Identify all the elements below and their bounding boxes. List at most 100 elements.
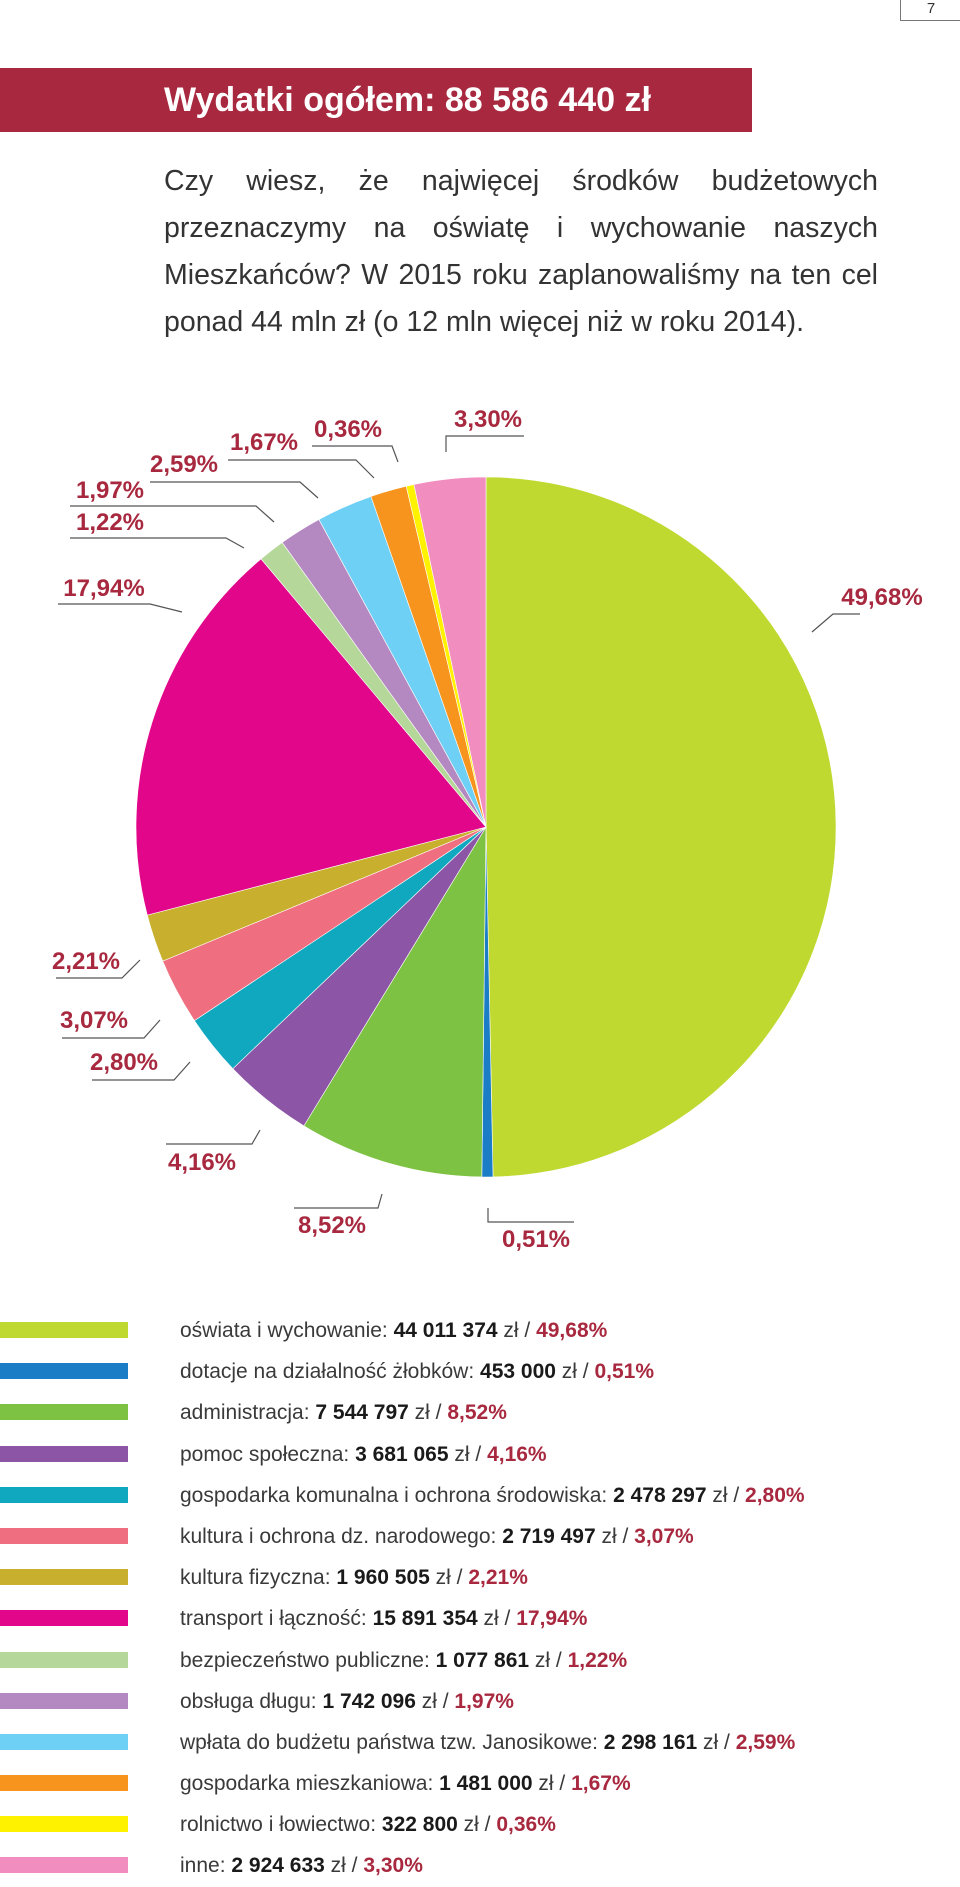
legend-amount: 2 719 497 [502,1524,596,1548]
legend-percent: 2,80% [745,1483,805,1507]
legend-item-dotacje-na-dzialalnosc-zlobkow: dotacje na działalność żłobków: 453 000 … [0,1351,960,1392]
legend-percent: 1,22% [567,1648,628,1672]
legend-item-kultura-i-ochrona-dz-narodowego: kultura i ochrona dz. narodowego: 2 719 … [0,1516,960,1557]
legend-percent: 0,51% [594,1360,654,1384]
legend-currency: zł / [324,1854,364,1878]
legend-text: kultura fizyczna: 1 960 505 zł / 2,21% [180,1557,528,1598]
legend-currency: zł / [477,1607,517,1631]
pie-slice-administracja [303,825,487,1178]
pie-slice-oswiata-i-wychowanie [485,476,837,1178]
legend-item-transport-i-lacznosc: transport i łączność: 15 891 354 zł / 17… [0,1598,960,1639]
legend-amount: 15 891 354 [372,1607,478,1631]
legend-swatch [0,1775,128,1792]
legend-item-administracja: administracja: 7 544 797 zł / 8,52% [0,1392,960,1433]
legend-label: administracja: [180,1401,316,1425]
legend-percent: 1,67% [571,1772,631,1796]
page-number: 7 [900,0,960,21]
percent-label-pomoc-spoleczna: 4,16% [168,1149,236,1176]
legend-label: bezpieczeństwo publiczne: [180,1648,436,1672]
legend-item-obsluga-dlugu: obsługa długu: 1 742 096 zł / 1,97% [0,1681,960,1722]
legend-label: oświata i wychowanie: [180,1319,394,1342]
title-bar: Wydatki ogółem: 88 586 440 zł [0,68,752,132]
legend-text: pomoc społeczna: 3 681 065 zł / 4,16% [180,1434,547,1475]
legend-amount: 322 800 [381,1813,458,1837]
legend-label: transport i łączność: [180,1607,373,1631]
leader-line-kultura-fizyczna [56,959,141,979]
legend-currency: zł / [415,1689,455,1713]
legend-currency: zł / [595,1524,635,1548]
percent-label-gospodarka-mieszkaniowa: 1,67% [230,429,298,456]
legend-amount: 453 000 [480,1360,556,1384]
leader-line-gospodarka-mieszkaniowa [228,459,375,479]
percent-label-rolnictwo-i-lowiectwo: 0,36% [314,416,382,443]
legend-amount: 3 681 065 [355,1442,449,1466]
legend-item-gospodarka-mieszkaniowa: gospodarka mieszkaniowa: 1 481 000 zł / … [0,1763,960,1804]
legend-item-gospodarka-komunalna-i-ochrona-srodowiska: gospodarka komunalna i ochrona środowisk… [0,1475,960,1516]
legend-item-pomoc-spoleczna: pomoc społeczna: 3 681 065 zł / 4,16% [0,1434,960,1475]
legend-text: gospodarka mieszkaniowa: 1 481 000 zł / … [180,1763,631,1804]
legend-label: kultura fizyczna: [180,1566,337,1590]
legend-percent: 3,30% [363,1854,423,1878]
legend-amount: 7 544 797 [315,1401,409,1425]
legend: oświata i wychowanie: 44 011 374 zł / 49… [0,1310,960,1887]
leader-line-gospodarka-komunalna-i-ochrona-srodowiska [92,1061,191,1081]
legend-label: obsługa długu: [180,1689,323,1713]
legend-text: transport i łączność: 15 891 354 zł / 17… [180,1598,587,1639]
legend-text: dotacje na działalność żłobków: 453 000 … [180,1351,654,1392]
legend-swatch [0,1569,128,1586]
legend-text: oświata i wychowanie: 44 011 374 zł / 49… [180,1310,607,1351]
legend-swatch [0,1610,128,1627]
leader-line-wplata-do-budzetu-panstwa-tzw-janosikowe [150,481,319,499]
legend-amount: 2 478 297 [613,1483,707,1507]
legend-percent: 17,94% [516,1607,588,1631]
leader-line-kultura-i-ochrona-dz-narodowego [62,1019,161,1039]
legend-amount: 1 742 096 [322,1689,416,1713]
percent-label-kultura-fizyczna: 2,21% [52,948,120,975]
legend-swatch [0,1322,128,1338]
percent-label-obsluga-dlugu: 1,97% [76,477,144,504]
legend-label: pomoc społeczna: [180,1442,356,1466]
percent-label-kultura-i-ochrona-dz-narodowego: 3,07% [60,1007,128,1034]
legend-percent: 2,59% [735,1730,796,1754]
percent-label-transport-i-lacznosc: 17,94% [63,575,144,602]
legend-text: bezpieczeństwo publiczne: 1 077 861 zł /… [180,1640,627,1681]
legend-percent: 3,07% [634,1524,694,1548]
legend-percent: 4,16% [487,1442,547,1466]
legend-swatch [0,1363,128,1380]
percent-label-wplata-do-budzetu-panstwa-tzw-janosikowe: 2,59% [150,451,218,478]
legend-currency: zł / [555,1360,595,1384]
legend-currency: zł / [529,1648,568,1672]
leader-line-obsluga-dlugu [70,505,275,523]
leader-line-bezpieczenstwo-publiczne [70,537,245,549]
percent-label-administracja: 8,52% [298,1212,366,1239]
legend-swatch [0,1733,128,1750]
legend-currency: zł / [448,1442,488,1466]
legend-amount: 1 960 505 [336,1566,430,1590]
leader-line-oswiata-i-wychowanie [811,613,860,633]
legend-swatch [0,1857,128,1874]
leader-line-inne [445,435,524,452]
legend-swatch [0,1486,128,1503]
legend-percent: 2,21% [468,1566,528,1590]
legend-label: inne: [180,1854,232,1878]
legend-amount: 44 011 374 [393,1319,498,1342]
percent-label-inne: 3,30% [454,406,522,433]
legend-percent: 49,68% [536,1319,608,1342]
legend-item-rolnictwo-i-lowiectwo: rolnictwo i łowiectwo: 322 800 zł / 0,36… [0,1804,960,1845]
legend-currency: zł / [429,1566,469,1590]
pie-slice-transport-i-lacznosc [135,558,487,916]
legend-item-wplata-do-budzetu-panstwa-tzw-janosikowe: wpłata do budżetu państwa tzw. Janosikow… [0,1722,960,1763]
legend-item-kultura-fizyczna: kultura fizyczna: 1 960 505 zł / 2,21% [0,1557,960,1598]
legend-item-inne: inne: 2 924 633 zł / 3,30% [0,1845,960,1886]
legend-currency: zł / [408,1401,448,1425]
legend-label: wpłata do budżetu państwa tzw. Janosikow… [180,1730,604,1754]
legend-amount: 2 298 161 [603,1730,698,1754]
page-title: Wydatki ogółem: 88 586 440 zł [164,81,651,119]
legend-label: gospodarka mieszkaniowa: [180,1772,440,1796]
legend-text: administracja: 7 544 797 zł / 8,52% [180,1392,507,1433]
leader-line-rolnictwo-i-lowiectwo [312,445,399,463]
percent-label-oswiata-i-wychowanie: 49,68% [841,584,922,611]
percent-label-dotacje-na-dzialalnosc-zlobkow: 0,51% [502,1226,570,1253]
legend-percent: 8,52% [447,1401,507,1425]
leader-line-administracja [294,1193,383,1209]
